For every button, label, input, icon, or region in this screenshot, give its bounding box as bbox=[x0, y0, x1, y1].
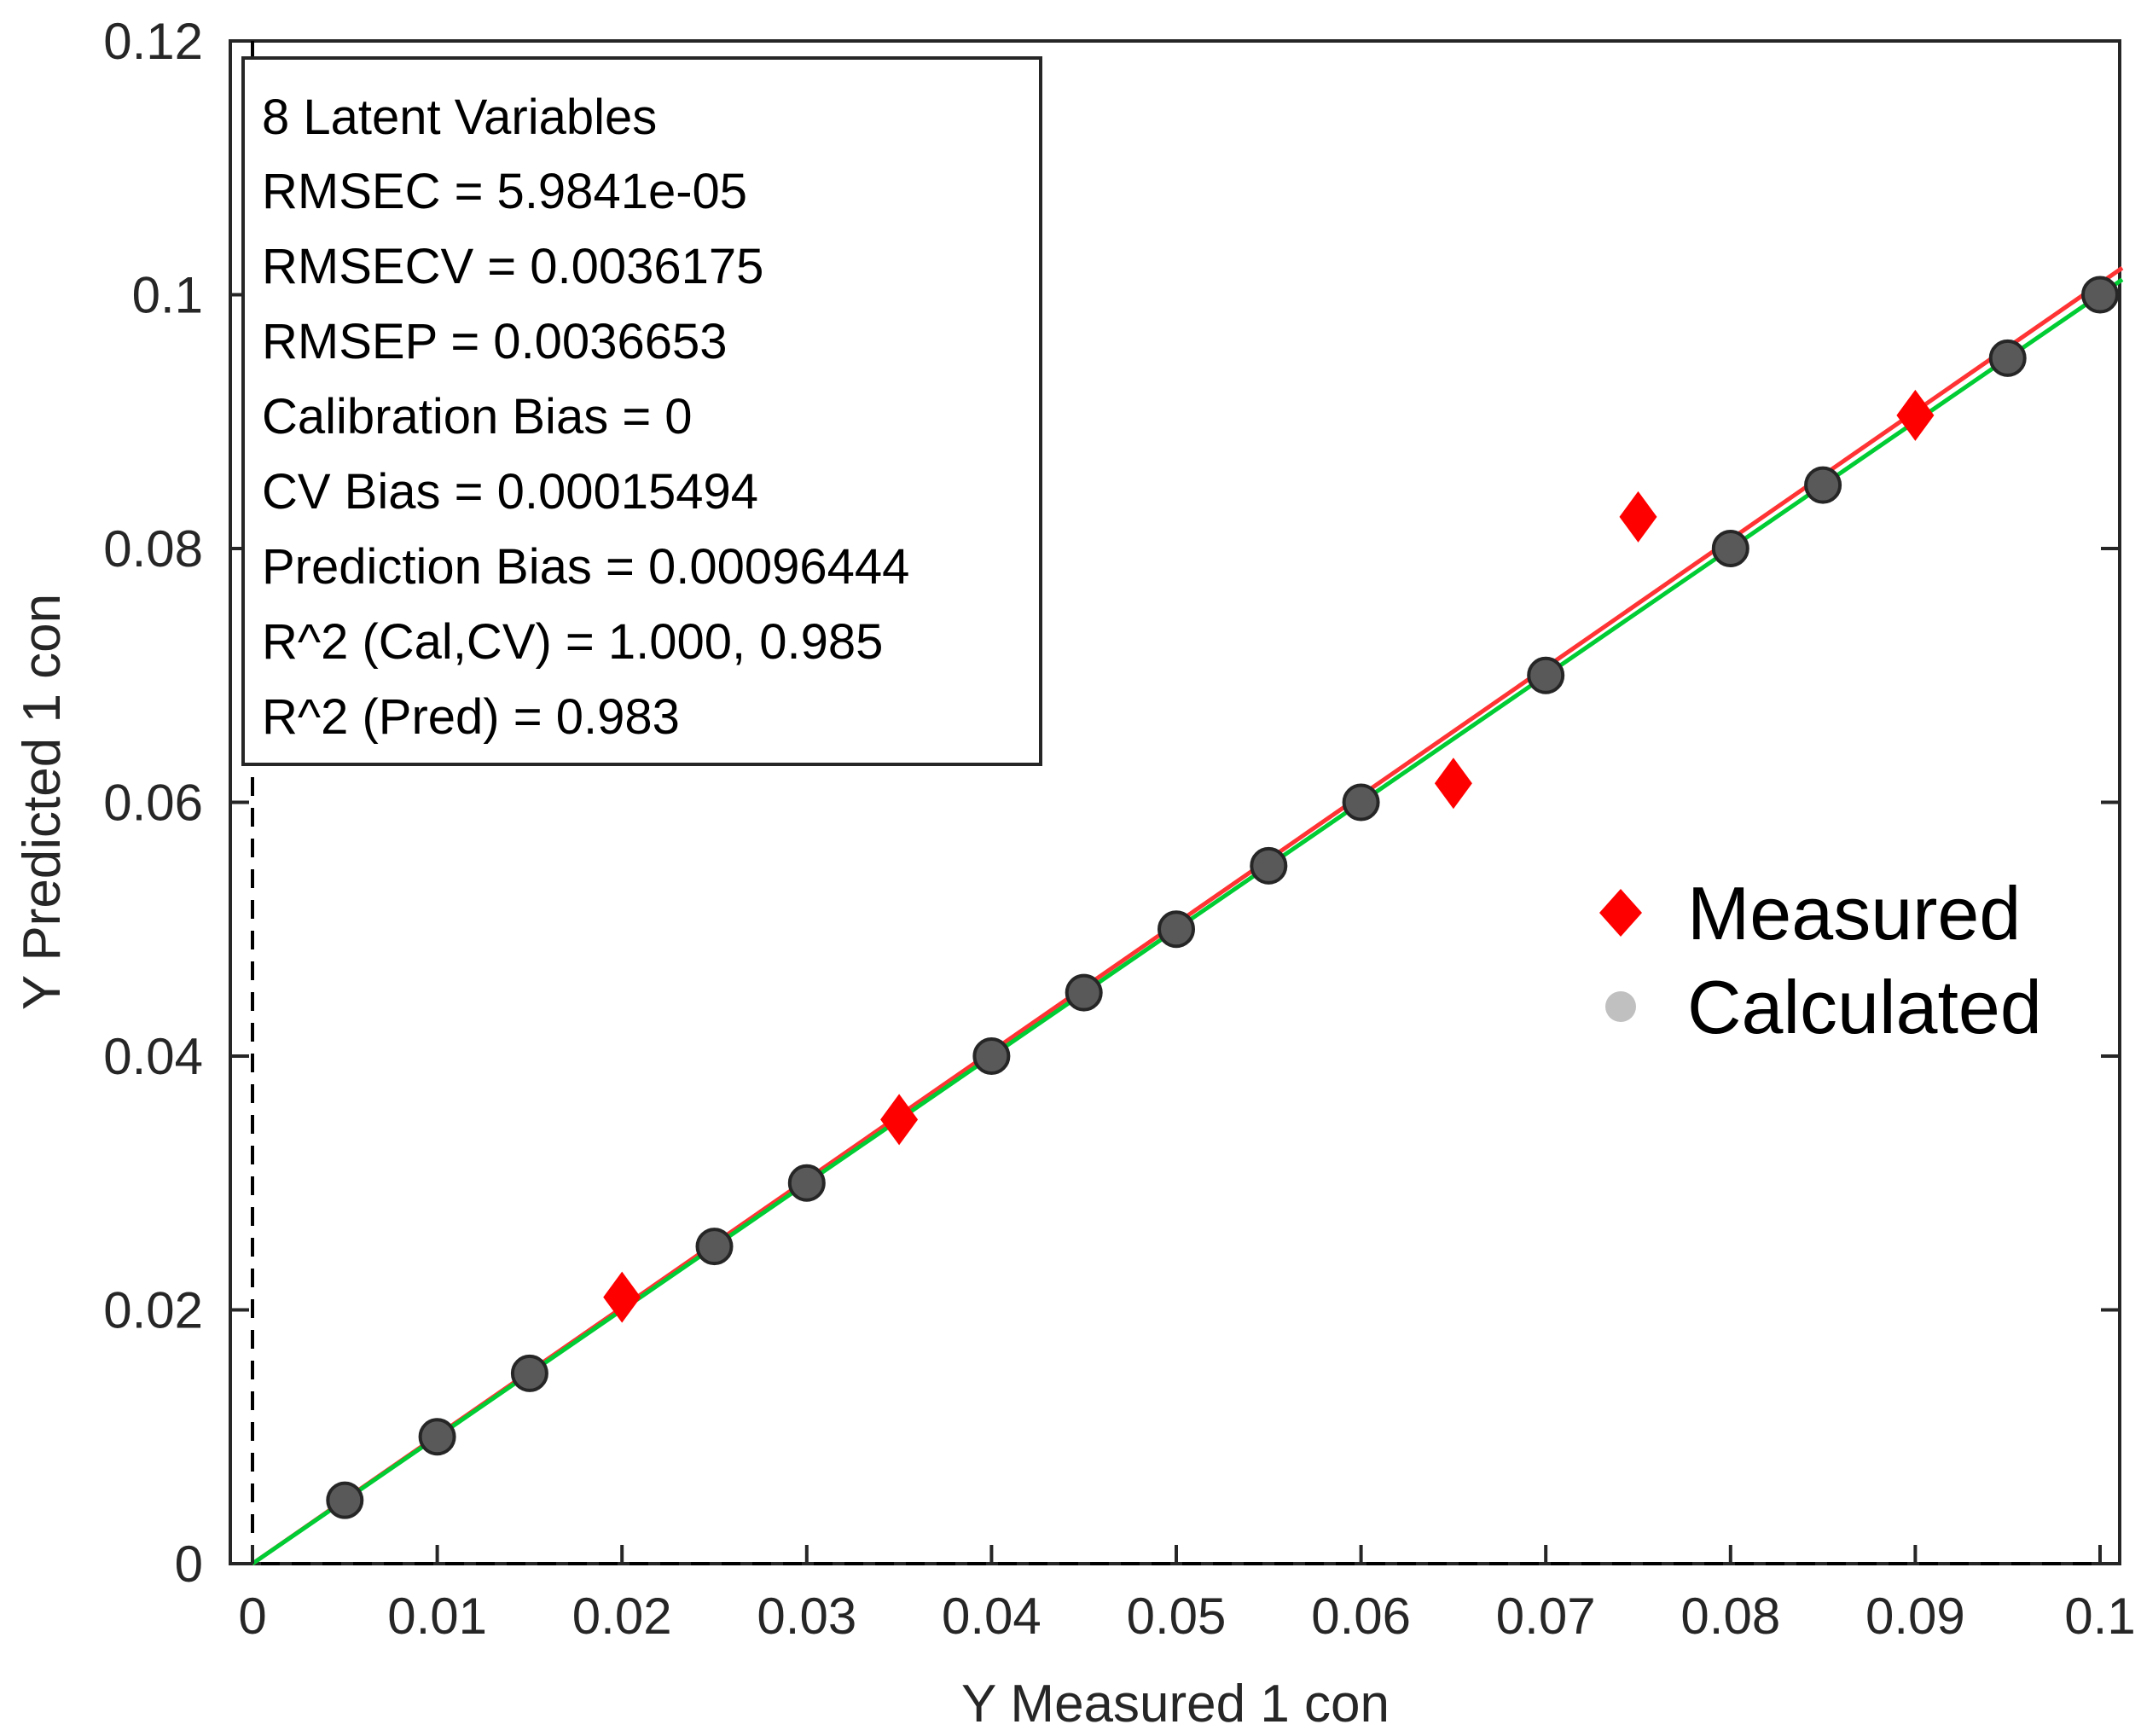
stats-line: Calibration Bias = 0 bbox=[262, 389, 693, 444]
stats-line: RMSEP = 0.0036653 bbox=[262, 314, 727, 369]
x-tick-label: 0.05 bbox=[1127, 1588, 1227, 1645]
x-tick-label: 0.04 bbox=[942, 1588, 1041, 1645]
measured-point bbox=[1434, 758, 1472, 810]
calculated-point bbox=[1711, 530, 1749, 567]
x-tick-label: 0.06 bbox=[1311, 1588, 1411, 1645]
legend-measured-label: Measured bbox=[1687, 871, 2021, 955]
calculated-point bbox=[418, 1418, 456, 1456]
measured-point bbox=[1619, 491, 1657, 543]
stats-line: CV Bias = 0.00015494 bbox=[262, 464, 758, 520]
stats-line: 8 Latent Variables bbox=[262, 90, 657, 145]
stats-box: 8 Latent Variables RMSEC = 5.9841e-05 RM… bbox=[241, 56, 1042, 766]
x-tick-label: 0.09 bbox=[1865, 1588, 1965, 1645]
y-tick-label: 0.08 bbox=[103, 520, 203, 578]
calculated-point bbox=[2081, 276, 2119, 314]
calculated-point bbox=[1250, 846, 1288, 885]
calculated-point bbox=[972, 1037, 1011, 1075]
calculated-point bbox=[1804, 466, 1842, 504]
x-axis-title: Y Measured 1 con bbox=[961, 1675, 1390, 1733]
x-tick-label: 0.01 bbox=[387, 1588, 487, 1645]
y-tick-label: 0.1 bbox=[132, 267, 203, 324]
stats-box-frame bbox=[241, 56, 1042, 766]
measured-point bbox=[1896, 389, 1935, 441]
x-tick-label: 0.02 bbox=[572, 1588, 672, 1645]
calculated-point bbox=[1527, 656, 1565, 694]
axis-ticks: 0 0.01 0.02 0.03 0.04 0.05 0.06 0.07 0.08 0.09 0.1… bbox=[103, 13, 2135, 1645]
legend-calculated-marker bbox=[1605, 991, 1636, 1022]
y-tick-label: 0.02 bbox=[103, 1282, 203, 1339]
measured-point bbox=[603, 1271, 641, 1323]
calculated-point bbox=[510, 1354, 548, 1392]
legend-calculated-label: Calculated bbox=[1687, 965, 2042, 1049]
y-axis-title: Y Predicted 1 con bbox=[13, 594, 72, 1010]
x-tick-label: 0.08 bbox=[1680, 1588, 1780, 1645]
x-tick-label: 0.1 bbox=[2064, 1588, 2135, 1645]
calculated-point bbox=[1065, 973, 1103, 1012]
y-tick-label: 0.12 bbox=[103, 13, 203, 70]
x-tick-label: 0.03 bbox=[757, 1588, 856, 1645]
stats-line: R^2 (Cal,CV) = 1.000, 0.985 bbox=[262, 614, 883, 670]
legend: Measured Calculated bbox=[1599, 871, 2042, 1049]
calculated-point bbox=[1158, 910, 1195, 949]
data-points bbox=[326, 276, 2119, 1519]
calculated-point bbox=[1342, 783, 1380, 822]
stats-line: RMSECV = 0.0036175 bbox=[262, 239, 763, 294]
y-tick-label: 0.06 bbox=[103, 775, 203, 832]
stats-line: Prediction Bias = 0.00096444 bbox=[262, 539, 909, 595]
stats-line: RMSEC = 5.9841e-05 bbox=[262, 164, 747, 219]
calculated-point bbox=[326, 1481, 364, 1519]
legend-measured-marker bbox=[1599, 889, 1642, 937]
measured-point bbox=[880, 1094, 919, 1146]
stats-line: R^2 (Pred) = 0.983 bbox=[262, 689, 680, 745]
calculated-point bbox=[695, 1228, 734, 1266]
x-tick-label: 0 bbox=[238, 1588, 266, 1645]
x-tick-label: 0.07 bbox=[1496, 1588, 1596, 1645]
calculated-point bbox=[787, 1164, 826, 1202]
calculated-point bbox=[1988, 339, 2027, 377]
y-tick-label: 0.04 bbox=[103, 1028, 203, 1085]
y-tick-label: 0 bbox=[175, 1536, 203, 1593]
